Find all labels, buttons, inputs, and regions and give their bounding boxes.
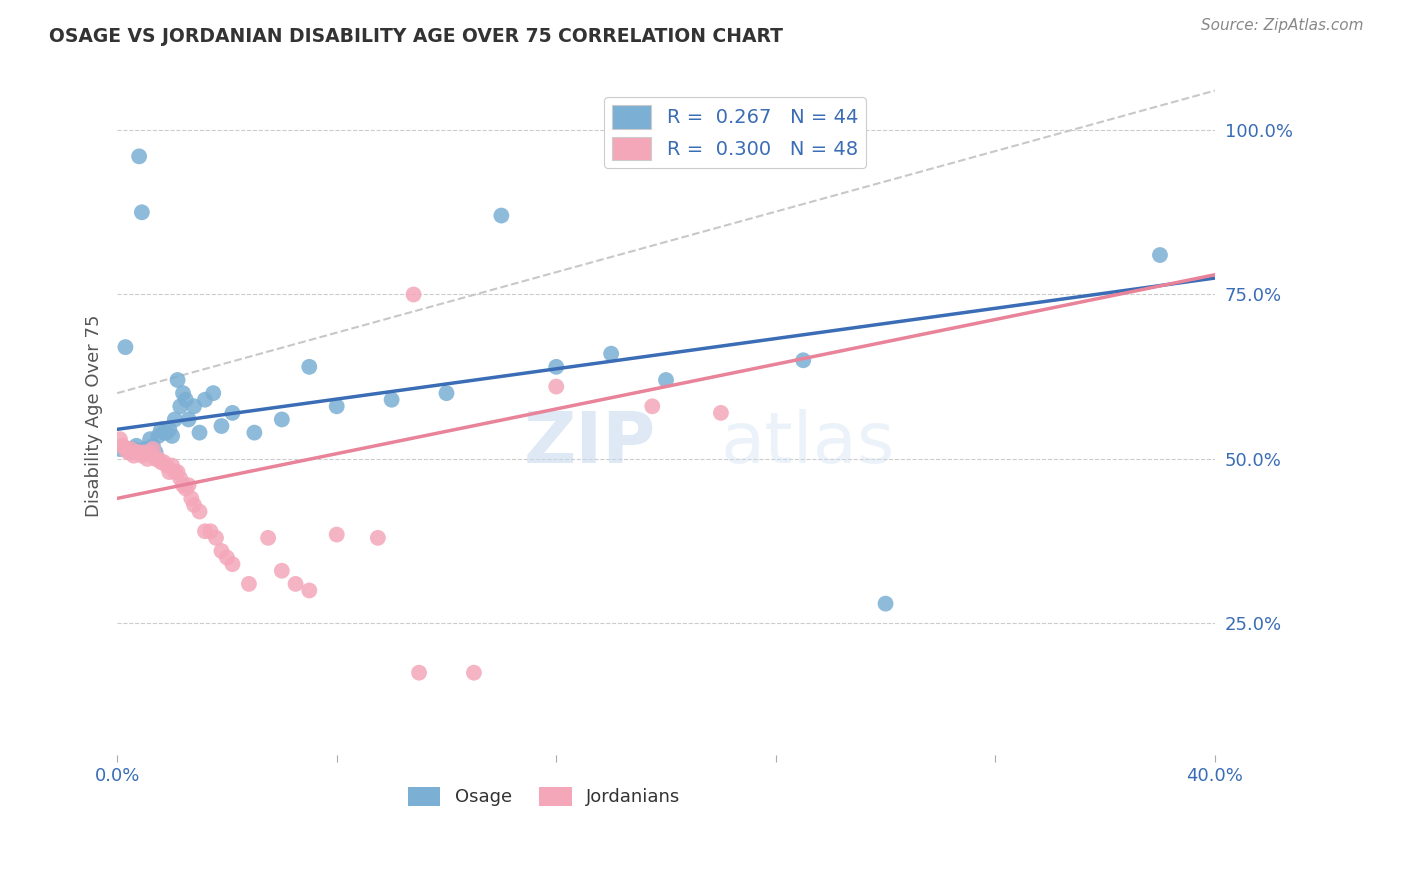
Point xyxy=(153,455,176,469)
Point xyxy=(131,449,153,463)
Point xyxy=(243,425,266,440)
Point xyxy=(408,665,430,680)
Point xyxy=(128,149,150,163)
Point xyxy=(211,544,233,558)
Text: ZIP: ZIP xyxy=(523,409,655,478)
Point xyxy=(114,340,136,354)
Point xyxy=(117,442,139,456)
Point xyxy=(131,205,153,219)
Point xyxy=(128,445,150,459)
Point xyxy=(134,445,156,459)
Point xyxy=(160,429,183,443)
Point xyxy=(157,422,180,436)
Point xyxy=(284,577,307,591)
Point xyxy=(108,432,131,446)
Point xyxy=(546,379,568,393)
Y-axis label: Disability Age Over 75: Disability Age Over 75 xyxy=(86,315,103,517)
Point xyxy=(491,209,513,223)
Point xyxy=(402,287,425,301)
Point xyxy=(169,472,191,486)
Point xyxy=(120,442,142,456)
Point xyxy=(169,399,191,413)
Point xyxy=(211,419,233,434)
Point xyxy=(177,412,200,426)
Point xyxy=(183,498,205,512)
Text: OSAGE VS JORDANIAN DISABILITY AGE OVER 75 CORRELATION CHART: OSAGE VS JORDANIAN DISABILITY AGE OVER 7… xyxy=(49,27,783,45)
Point xyxy=(134,442,156,456)
Point xyxy=(381,392,404,407)
Point xyxy=(157,465,180,479)
Point xyxy=(108,442,131,456)
Point xyxy=(875,597,897,611)
Point xyxy=(270,564,292,578)
Point xyxy=(150,455,173,469)
Point xyxy=(463,665,485,680)
Point xyxy=(139,445,162,459)
Point xyxy=(114,442,136,456)
Point xyxy=(142,442,165,456)
Point xyxy=(792,353,814,368)
Point xyxy=(148,429,170,443)
Point xyxy=(125,445,148,459)
Point xyxy=(600,347,623,361)
Point xyxy=(655,373,678,387)
Point xyxy=(177,478,200,492)
Point xyxy=(436,386,458,401)
Point xyxy=(710,406,733,420)
Point xyxy=(325,527,347,541)
Point xyxy=(160,458,183,473)
Point xyxy=(172,386,194,401)
Point xyxy=(142,439,165,453)
Point xyxy=(125,439,148,453)
Point xyxy=(145,451,167,466)
Point xyxy=(180,491,202,506)
Point xyxy=(174,392,197,407)
Point xyxy=(155,458,177,473)
Point xyxy=(166,465,188,479)
Point xyxy=(188,425,211,440)
Point xyxy=(136,451,159,466)
Point xyxy=(215,550,238,565)
Point xyxy=(298,359,321,374)
Point xyxy=(122,449,145,463)
Point xyxy=(145,445,167,459)
Point xyxy=(183,399,205,413)
Point xyxy=(546,359,568,374)
Point xyxy=(139,432,162,446)
Point xyxy=(172,478,194,492)
Point xyxy=(122,442,145,456)
Point xyxy=(174,482,197,496)
Point xyxy=(120,445,142,459)
Point xyxy=(155,425,177,440)
Point xyxy=(136,442,159,456)
Point xyxy=(238,577,260,591)
Point xyxy=(641,399,664,413)
Point xyxy=(298,583,321,598)
Text: atlas: atlas xyxy=(721,409,896,478)
Point xyxy=(194,392,217,407)
Point xyxy=(111,439,134,453)
Point xyxy=(153,425,176,440)
Point xyxy=(257,531,280,545)
Point xyxy=(1149,248,1171,262)
Point xyxy=(150,422,173,436)
Point xyxy=(163,465,186,479)
Point xyxy=(270,412,292,426)
Point xyxy=(367,531,389,545)
Point xyxy=(166,373,188,387)
Point xyxy=(200,524,222,539)
Point xyxy=(202,386,225,401)
Text: Source: ZipAtlas.com: Source: ZipAtlas.com xyxy=(1201,18,1364,33)
Point xyxy=(325,399,347,413)
Legend: Osage, Jordanians: Osage, Jordanians xyxy=(401,780,688,814)
Point xyxy=(221,557,243,571)
Point xyxy=(221,406,243,420)
Point xyxy=(188,504,211,518)
Point xyxy=(148,451,170,466)
Point xyxy=(163,412,186,426)
Point xyxy=(205,531,228,545)
Point xyxy=(117,445,139,459)
Point xyxy=(194,524,217,539)
